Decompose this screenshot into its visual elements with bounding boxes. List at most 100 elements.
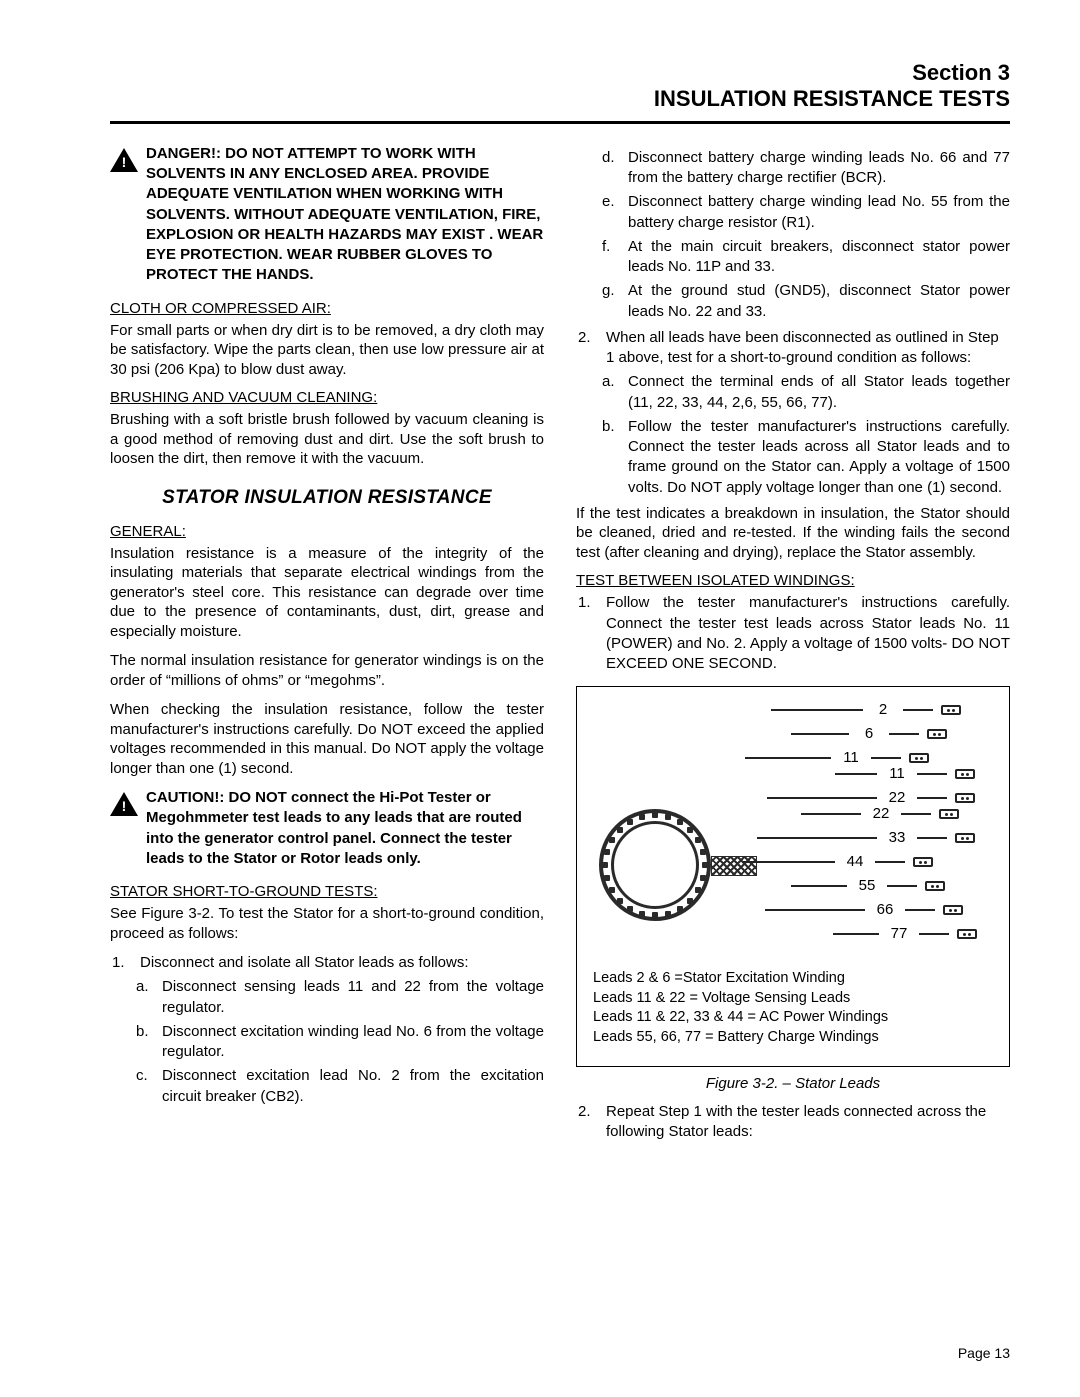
terminal-icon: [955, 833, 975, 843]
danger-text: DANGER!: DO NOT ATTEMPT TO WORK WITH SOL…: [146, 144, 544, 286]
lead-line-icon: [791, 733, 849, 735]
danger-block: DANGER!: DO NOT ATTEMPT TO WORK WITH SOL…: [110, 144, 544, 286]
terminal-icon: [957, 929, 977, 939]
terminal-icon: [909, 753, 929, 763]
step2b: Follow the tester manufacturer's instruc…: [628, 417, 1010, 498]
step1-cont: d.Disconnect battery charge winding lead…: [576, 148, 1010, 322]
list-marker: 1.: [112, 953, 140, 973]
lead-line-icon: [801, 813, 861, 815]
lead-line-icon: [917, 797, 947, 799]
section-title: INSULATION RESISTANCE TESTS: [110, 86, 1010, 112]
lead-line-icon: [765, 909, 865, 911]
terminal-icon: [955, 769, 975, 779]
lead-row: 44: [743, 853, 933, 870]
cloth-heading: CLOTH OR COMPRESSED AIR:: [110, 300, 544, 317]
lead-label: 2: [871, 701, 895, 718]
lead-line-icon: [917, 773, 947, 775]
lead-label: 6: [857, 725, 881, 742]
lead-line-icon: [887, 885, 917, 887]
lead-line-icon: [791, 885, 847, 887]
stg-intro: See Figure 3-2. To test the Stator for a…: [110, 904, 544, 943]
lead-line-icon: [905, 909, 935, 911]
general-p1: Insulation resistance is a measure of th…: [110, 544, 544, 642]
breakdown-note: If the test indicates a breakdown in ins…: [576, 504, 1010, 563]
step2a: Connect the terminal ends of all Stator …: [628, 372, 1010, 413]
list-marker: d.: [602, 148, 628, 189]
lead-line-icon: [889, 733, 919, 735]
lead-line-icon: [745, 757, 831, 759]
lead-line-icon: [743, 861, 835, 863]
lead-row: 77: [833, 925, 977, 942]
lead-line-icon: [919, 933, 949, 935]
general-heading: GENERAL:: [110, 523, 544, 540]
tiw-step2-text: Repeat Step 1 with the tester leads conn…: [606, 1102, 1010, 1143]
lead-label: 55: [855, 877, 879, 894]
header-rule: [110, 121, 1010, 124]
figure-caption: Figure 3-2. – Stator Leads: [576, 1075, 1010, 1092]
general-p2: The normal insulation resistance for gen…: [110, 651, 544, 690]
tiw-step2: 2.Repeat Step 1 with the tester leads co…: [576, 1102, 1010, 1143]
legend-line: Leads 11 & 22, 33 & 44 = AC Power Windin…: [593, 1008, 993, 1028]
list-marker: b.: [602, 417, 628, 498]
list-marker: e.: [602, 192, 628, 233]
general-p3: When checking the insulation resistance,…: [110, 700, 544, 778]
step2-text: When all leads have been disconnected as…: [606, 328, 1010, 369]
caution-block: CAUTION!: DO NOT connect the Hi-Pot Test…: [110, 788, 544, 869]
stator-resistance-heading: STATOR INSULATION RESISTANCE: [110, 487, 544, 509]
lead-line-icon: [767, 797, 877, 799]
step1a: Disconnect sensing leads 11 and 22 from …: [162, 977, 544, 1018]
lead-row: 11: [745, 749, 929, 766]
legend-line: Leads 55, 66, 77 = Battery Charge Windin…: [593, 1028, 993, 1048]
lead-line-icon: [757, 837, 877, 839]
figure-3-2: 2 6 11 11 2222 33 44 55 66 77 Leads 2 & 6 =Stator…: [576, 686, 1010, 1066]
lead-label: 11: [839, 749, 863, 766]
list-marker: 2.: [578, 328, 606, 369]
step1c: Disconnect excitation lead No. 2 from th…: [162, 1066, 544, 1107]
lead-label: 66: [873, 901, 897, 918]
lead-row: 33: [757, 829, 975, 846]
lead-label: 33: [885, 829, 909, 846]
lead-row: 6: [791, 725, 947, 742]
step1b: Disconnect excitation winding lead No. 6…: [162, 1022, 544, 1063]
legend-line: Leads 2 & 6 =Stator Excitation Winding: [593, 969, 993, 989]
section-label: Section 3: [912, 60, 1010, 85]
step1f: At the main circuit breakers, disconnect…: [628, 237, 1010, 278]
warning-icon: [110, 792, 138, 816]
list-marker: f.: [602, 237, 628, 278]
warning-icon: [110, 148, 138, 172]
lead-label: 44: [843, 853, 867, 870]
lead-label: 22: [869, 805, 893, 822]
list-marker: b.: [136, 1022, 162, 1063]
cloth-body: For small parts or when dry dirt is to b…: [110, 321, 544, 380]
lead-line-icon: [903, 709, 933, 711]
list-marker: 1.: [578, 593, 606, 674]
terminal-icon: [927, 729, 947, 739]
list-marker: a.: [602, 372, 628, 413]
caution-text: CAUTION!: DO NOT connect the Hi-Pot Test…: [146, 788, 544, 869]
figure-legend: Leads 2 & 6 =Stator Excitation Winding L…: [593, 969, 993, 1047]
page-number: Page 13: [958, 1345, 1010, 1361]
lead-row: 11: [835, 765, 975, 782]
terminal-icon: [943, 905, 963, 915]
lead-row: 55: [791, 877, 945, 894]
brush-body: Brushing with a soft bristle brush follo…: [110, 410, 544, 469]
lead-line-icon: [917, 837, 947, 839]
lead-row: 22: [801, 805, 959, 822]
list-marker: a.: [136, 977, 162, 1018]
page-header: Section 3 INSULATION RESISTANCE TESTS: [110, 60, 1010, 113]
tiw-heading: TEST BETWEEN ISOLATED WINDINGS:: [576, 572, 1010, 589]
list-marker: 2.: [578, 1102, 606, 1143]
lead-label: 22: [885, 789, 909, 806]
list-marker: c.: [136, 1066, 162, 1107]
stator-ring-icon: [599, 809, 711, 921]
lead-label: 11: [885, 765, 909, 782]
legend-line: Leads 11 & 22 = Voltage Sensing Leads: [593, 989, 993, 1009]
lead-line-icon: [875, 861, 905, 863]
stator-diagram: 2 6 11 11 2222 33 44 55 66 77: [593, 701, 993, 961]
terminal-icon: [941, 705, 961, 715]
step1-text: Disconnect and isolate all Stator leads …: [140, 953, 469, 973]
terminal-icon: [955, 793, 975, 803]
terminal-icon: [925, 881, 945, 891]
lead-row: 66: [765, 901, 963, 918]
terminal-icon: [913, 857, 933, 867]
